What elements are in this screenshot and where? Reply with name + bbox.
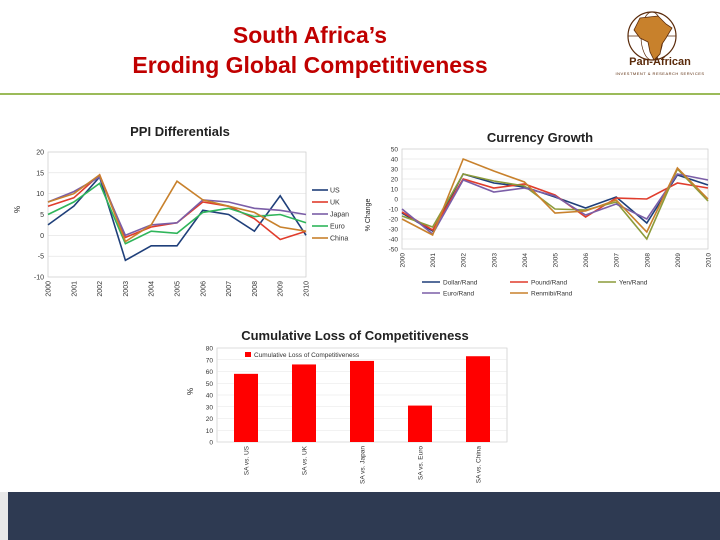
x-tick-label: SA vs. China bbox=[476, 446, 483, 484]
y-tick-label: 30 bbox=[391, 167, 399, 174]
y-tick-label: -50 bbox=[389, 247, 399, 254]
title-divider bbox=[0, 93, 720, 95]
y-tick-label: -30 bbox=[389, 227, 399, 234]
x-tick-label: 2003 bbox=[491, 253, 498, 268]
y-tick-label: 20 bbox=[206, 416, 214, 423]
y-tick-label: 10 bbox=[36, 191, 44, 198]
legend-label: Dollar/Rand bbox=[443, 280, 478, 287]
x-tick-label: SA vs. US bbox=[244, 445, 251, 475]
x-tick-label: 2006 bbox=[200, 281, 207, 297]
africa-map-logo-icon bbox=[627, 11, 677, 61]
x-tick-label: 2007 bbox=[226, 281, 233, 297]
x-tick-label: 2009 bbox=[675, 253, 682, 268]
slide-title: South Africa’s Eroding Global Competitiv… bbox=[60, 20, 560, 80]
series-line-renmibi-rand bbox=[401, 157, 709, 237]
slide-title-line1: South Africa’s bbox=[232, 22, 388, 48]
series-line-us bbox=[47, 175, 307, 262]
series-line-euro-rand bbox=[401, 173, 709, 236]
y-tick-label: -5 bbox=[38, 254, 44, 261]
legend-label: Japan bbox=[330, 212, 349, 219]
ppi-y-label: % bbox=[13, 206, 22, 213]
x-tick-label: 2010 bbox=[706, 253, 713, 268]
cumulative-chart-title: Cumulative Loss of Competitiveness bbox=[241, 328, 469, 343]
x-tick-label: 2005 bbox=[553, 253, 560, 268]
y-tick-label: 10 bbox=[391, 187, 399, 194]
currency-y-label: % Change bbox=[365, 199, 372, 232]
legend-label: Cumulative Loss of Competitiveness bbox=[254, 352, 360, 359]
x-tick-label: 2002 bbox=[97, 281, 104, 297]
x-tick-label: 2003 bbox=[123, 281, 130, 297]
legend-label: US bbox=[330, 188, 340, 195]
y-tick-label: 20 bbox=[36, 150, 44, 157]
y-tick-label: 50 bbox=[391, 147, 399, 154]
legend-label: Euro/Rand bbox=[443, 291, 474, 298]
y-tick-label: 70 bbox=[206, 357, 214, 364]
y-tick-label: 80 bbox=[206, 346, 214, 353]
x-tick-label: 2001 bbox=[430, 253, 437, 268]
y-tick-label: 50 bbox=[206, 381, 214, 388]
series-line-china bbox=[47, 173, 307, 243]
x-tick-label: 2008 bbox=[644, 253, 651, 268]
y-tick-label: -20 bbox=[389, 217, 399, 224]
y-tick-label: -10 bbox=[389, 207, 399, 214]
legend-label: China bbox=[330, 236, 348, 243]
bar bbox=[466, 356, 490, 442]
series-line-pound-rand bbox=[401, 178, 709, 232]
footer-bar bbox=[0, 492, 720, 540]
y-tick-label: 15 bbox=[36, 170, 44, 177]
y-tick-label: -40 bbox=[389, 237, 399, 244]
x-tick-label: 2007 bbox=[614, 253, 621, 268]
x-tick-label: 2002 bbox=[461, 253, 468, 268]
x-tick-label: 2005 bbox=[175, 281, 182, 297]
series-line-yen-rand bbox=[401, 167, 709, 241]
y-tick-label: -10 bbox=[34, 275, 44, 282]
bar bbox=[350, 360, 374, 442]
x-tick-label: SA vs. Japan bbox=[360, 446, 367, 484]
y-tick-label: 30 bbox=[206, 404, 214, 411]
y-tick-label: 0 bbox=[40, 233, 44, 240]
x-tick-label: 2004 bbox=[522, 253, 529, 268]
legend-label: UK bbox=[330, 200, 340, 207]
y-tick-label: 10 bbox=[206, 428, 214, 435]
y-tick-label: 0 bbox=[209, 440, 213, 447]
bar bbox=[234, 373, 258, 442]
y-tick-label: 20 bbox=[391, 177, 399, 184]
legend-swatch bbox=[245, 352, 251, 357]
footer-edge bbox=[0, 492, 8, 540]
x-tick-label: 2006 bbox=[583, 253, 590, 268]
y-tick-label: 60 bbox=[206, 369, 214, 376]
legend-label: Yen/Rand bbox=[619, 280, 648, 287]
x-tick-label: 2009 bbox=[278, 281, 285, 297]
legend-label: Renmibi/Rand bbox=[531, 291, 573, 298]
cumulative-loss-chart: Cumulative Loss of Competitiveness % 0 10… bbox=[175, 322, 510, 494]
x-tick-label: 2010 bbox=[304, 281, 311, 297]
bar bbox=[408, 405, 432, 442]
y-tick-label: 40 bbox=[206, 393, 214, 400]
cumulative-y-label: % bbox=[186, 388, 195, 395]
x-tick-label: 2000 bbox=[400, 253, 407, 268]
x-tick-label: 2004 bbox=[149, 281, 156, 297]
y-tick-label: 0 bbox=[394, 197, 398, 204]
ppi-chart-title: PPI Differentials bbox=[130, 124, 230, 139]
x-tick-label: SA vs. Euro bbox=[418, 446, 425, 480]
x-tick-label: SA vs. UK bbox=[302, 445, 309, 475]
x-tick-label: 2008 bbox=[252, 281, 259, 297]
legend-label: Euro bbox=[330, 224, 345, 231]
series-line-euro bbox=[47, 182, 307, 245]
currency-growth-chart: Currency Growth % Change -50 -40 -30 -20 -10… bbox=[360, 125, 718, 300]
y-tick-label: 40 bbox=[391, 157, 399, 164]
logo-name: Pan-African bbox=[629, 56, 691, 68]
slide-title-line2: Eroding Global Competitiveness bbox=[132, 52, 488, 78]
x-tick-label: 2001 bbox=[71, 281, 78, 297]
y-tick-label: 5 bbox=[40, 212, 44, 219]
currency-chart-title: Currency Growth bbox=[487, 130, 593, 145]
x-tick-label: 2000 bbox=[46, 281, 53, 297]
bar bbox=[292, 364, 316, 442]
logo-subtitle: INVESTMENT & RESEARCH SERVICES bbox=[615, 71, 705, 76]
legend-label: Pound/Rand bbox=[531, 280, 568, 287]
ppi-differentials-chart: PPI Differentials % -10 -5 0 5 10 15 20 2000 200… bbox=[10, 118, 355, 305]
